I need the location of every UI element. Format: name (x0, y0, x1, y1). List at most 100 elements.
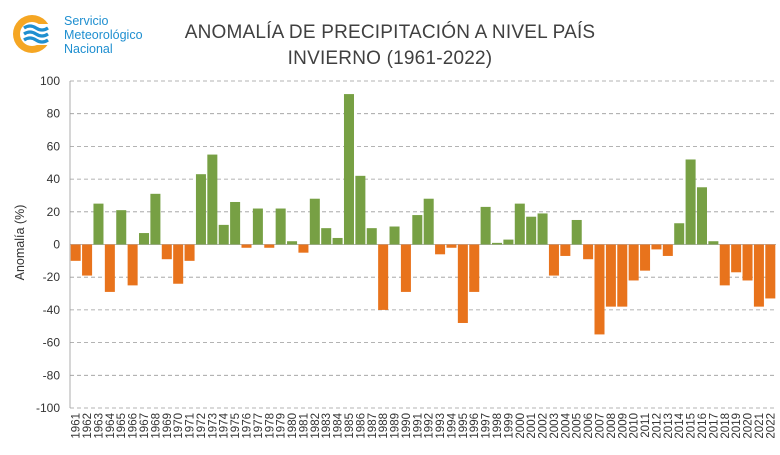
bar-2012 (651, 244, 662, 250)
logo-text: Servicio Meteorológico Nacional (64, 14, 143, 56)
bar-2005 (571, 219, 582, 245)
x-tick-label: 2018 (720, 413, 732, 439)
bar-1973 (207, 154, 218, 245)
bar-1970 (173, 244, 184, 284)
logo-line-3: Nacional (64, 42, 113, 56)
gridlines (69, 80, 776, 409)
bar-1979 (275, 208, 286, 245)
x-tick-label: 1984 (333, 412, 345, 438)
logo-line-2: Meteorológico (64, 28, 143, 42)
x-tick-label: 1974 (219, 412, 231, 438)
x-tick-label: 1989 (390, 413, 402, 439)
y-tick-label: -20 (43, 270, 61, 284)
smn-logo: Servicio Meteorológico Nacional (10, 12, 180, 60)
bar-1978 (264, 244, 275, 248)
x-tick-label: 2020 (743, 413, 755, 439)
x-tick-label: 1988 (378, 413, 390, 439)
x-tick-label: 1977 (253, 413, 265, 439)
bar-1997 (480, 206, 491, 245)
bar-2000 (514, 203, 525, 245)
x-tick-label: 1999 (503, 413, 515, 439)
bar-2008 (605, 244, 616, 307)
bar-1965 (116, 210, 127, 245)
chart-title: ANOMALÍA DE PRECIPITACIÓN A NIVEL PAÍS I… (0, 20, 780, 72)
y-tick-label: -100 (36, 401, 60, 415)
bar-2002 (537, 213, 548, 245)
bar-1992 (423, 198, 434, 245)
x-tick-label: 1966 (128, 413, 140, 439)
x-tick-label: 1967 (139, 413, 151, 439)
x-tick-label: 1987 (367, 413, 379, 439)
bar-1993 (435, 244, 446, 255)
bar-1966 (127, 244, 138, 286)
bar-2020 (742, 244, 753, 281)
bar-1985 (343, 94, 354, 245)
bars (70, 94, 776, 335)
y-tick-label: 20 (47, 205, 61, 219)
bar-2018 (719, 244, 730, 286)
x-tick-label: 2021 (754, 413, 766, 439)
x-tick-label: 1996 (469, 413, 481, 439)
x-tick-label: 1972 (196, 413, 208, 439)
bar-1971 (184, 244, 195, 261)
x-tick-label: 1992 (424, 413, 436, 439)
bar-1977 (252, 208, 263, 245)
bar-2010 (628, 244, 639, 281)
x-tick-label: 1968 (150, 413, 162, 439)
x-tick-label: 1994 (446, 412, 458, 438)
smn-logo-icon (13, 15, 56, 53)
bar-1963 (93, 203, 104, 245)
bar-1999 (503, 239, 514, 245)
bar-1976 (241, 244, 252, 248)
bar-1964 (104, 244, 115, 292)
x-tick-label: 2014 (674, 412, 686, 438)
bar-1990 (400, 244, 411, 292)
y-tick-label: -40 (43, 303, 61, 317)
bar-2015 (685, 159, 696, 245)
bar-1986 (355, 175, 366, 245)
x-tick-label: 1997 (481, 413, 493, 439)
bar-1967 (139, 233, 150, 245)
bar-1972 (195, 174, 206, 245)
x-tick-label: 1995 (458, 413, 470, 439)
bar-2014 (674, 223, 685, 245)
x-tick-label: 2007 (595, 413, 607, 439)
y-tick-label: 80 (47, 107, 61, 121)
x-tick-label: 1982 (310, 413, 322, 439)
bar-2021 (753, 244, 764, 307)
bar-1989 (389, 226, 400, 245)
bar-1968 (150, 193, 161, 245)
bar-2007 (594, 244, 605, 335)
bar-1995 (457, 244, 468, 323)
y-tick-label: 0 (53, 238, 60, 252)
x-tick-labels: 1961 1962 1963 1964 1965 1966 1967 1968 1969 1970… (71, 412, 778, 438)
bar-1980 (287, 241, 298, 245)
bar-1984 (332, 237, 343, 245)
bar-1996 (469, 244, 480, 292)
y-tick-label: -80 (43, 368, 61, 382)
bar-1994 (446, 244, 457, 248)
x-tick-label: 1981 (298, 413, 310, 439)
x-tick-label: 1963 (93, 413, 105, 439)
x-tick-label: 2015 (686, 413, 698, 439)
bar-1982 (309, 198, 320, 245)
x-tick-label: 1986 (355, 413, 367, 439)
x-tick-label: 1991 (412, 413, 424, 439)
x-tick-label: 2003 (549, 413, 561, 439)
x-tick-label: 1980 (287, 413, 299, 439)
x-tick-label: 2001 (526, 413, 538, 439)
x-tick-label: 2016 (697, 413, 709, 439)
x-tick-label: 1973 (207, 413, 219, 439)
bar-1981 (298, 244, 309, 253)
x-tick-label: 2011 (640, 413, 652, 438)
y-tick-labels: 100 80 60 40 20 0 -20 -40 -60 -80 -100 (36, 74, 60, 415)
x-tick-label: 2013 (663, 413, 675, 439)
x-tick-label: 2017 (708, 413, 720, 439)
bar-1974 (218, 224, 229, 245)
x-tick-label: 1985 (344, 413, 356, 439)
x-tick-label: 2008 (606, 413, 618, 439)
x-tick-label: 2010 (629, 413, 641, 439)
y-tick-label: 60 (47, 139, 61, 153)
x-tick-label: 1962 (82, 413, 94, 439)
